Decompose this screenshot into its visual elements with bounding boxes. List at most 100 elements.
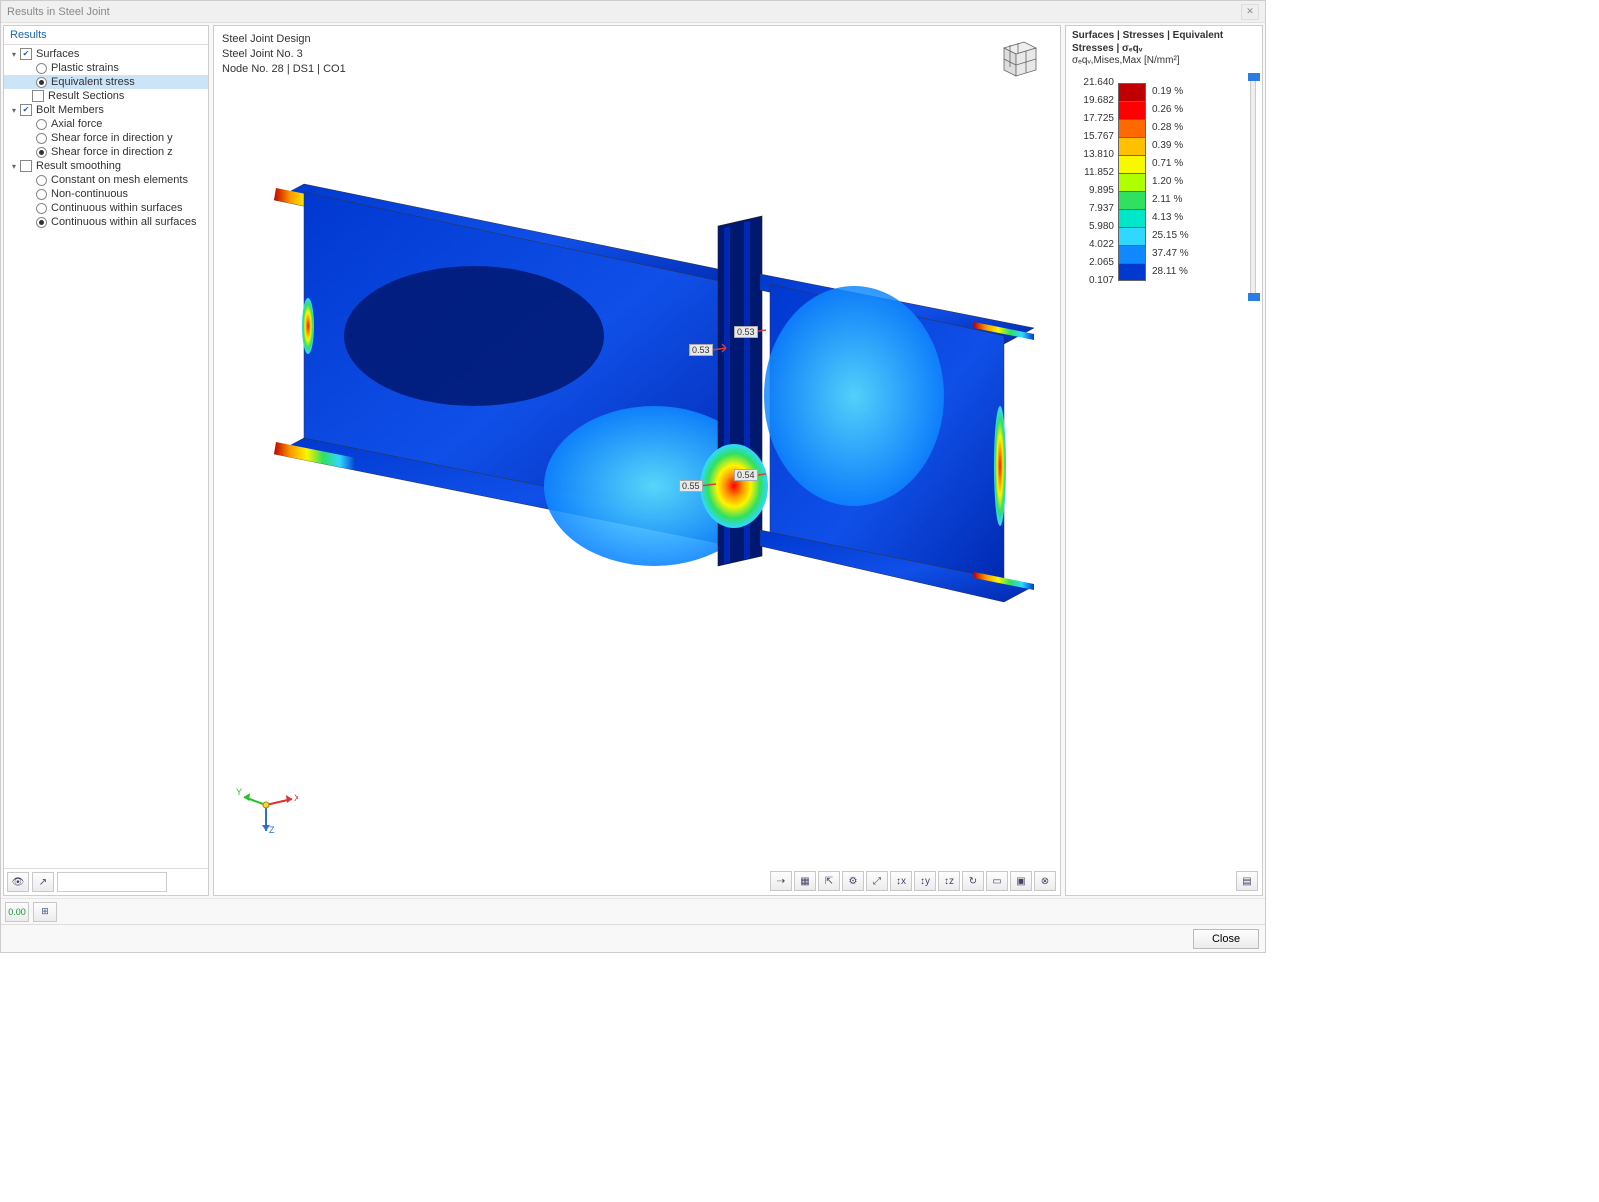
result-annotation: 0.53 bbox=[689, 344, 713, 356]
slider-min-handle[interactable] bbox=[1248, 293, 1260, 301]
window-close-button[interactable]: ✕ bbox=[1241, 4, 1259, 20]
legend-title-line2: σₑqᵥ,Mises,Max [N/mm²] bbox=[1072, 55, 1180, 66]
status-tool-button[interactable]: ⊞ bbox=[33, 902, 57, 922]
legend-value: 19.682 bbox=[1072, 92, 1114, 110]
legend-color-swatch bbox=[1118, 173, 1146, 191]
tree-item-2[interactable]: Equivalent stress bbox=[4, 75, 208, 89]
slider-max-handle[interactable] bbox=[1248, 73, 1260, 81]
axis-triad: X Y Z bbox=[234, 773, 298, 837]
tree-item-10[interactable]: Non-continuous bbox=[4, 187, 208, 201]
legend-percents: 0.19 %0.26 %0.28 %0.39 %0.71 %1.20 %2.11… bbox=[1146, 74, 1189, 290]
viewport-tool-6[interactable]: ↕y bbox=[914, 871, 936, 891]
result-annotation: 0.53 bbox=[734, 326, 758, 338]
viewport-3d[interactable]: Steel Joint Design Steel Joint No. 3 Nod… bbox=[213, 25, 1061, 896]
viewport-tool-0[interactable]: ⇢ bbox=[770, 871, 792, 891]
titlebar: Results in Steel Joint ✕ bbox=[1, 1, 1265, 23]
legend-title-line1: Surfaces | Stresses | Equivalent Stresse… bbox=[1072, 30, 1223, 54]
legend-percent: 37.47 % bbox=[1152, 245, 1189, 263]
viewport-toolbar-right: ⇢▦⇱⚙⤢↕x↕y↕z↻▭▣⊗ bbox=[770, 871, 1056, 891]
legend-value: 5.980 bbox=[1072, 218, 1114, 236]
content-area: Results ▾SurfacesPlastic strainsEquivale… bbox=[1, 23, 1265, 898]
status-value-button[interactable]: 0.00 bbox=[5, 902, 29, 922]
legend-color-swatch bbox=[1118, 227, 1146, 245]
window-title: Results in Steel Joint bbox=[7, 6, 110, 18]
legend-color-swatch bbox=[1118, 191, 1146, 209]
tree-item-7[interactable]: Shear force in direction z bbox=[4, 145, 208, 159]
viewport-tool-5[interactable]: ↕x bbox=[890, 871, 912, 891]
legend-color-swatch bbox=[1118, 155, 1146, 173]
legend-value: 21.640 bbox=[1072, 74, 1114, 92]
dialog-footer: Close bbox=[1, 924, 1265, 952]
legend-percent: 28.11 % bbox=[1152, 263, 1189, 281]
legend-value: 4.022 bbox=[1072, 236, 1114, 254]
viewport-tool-8[interactable]: ↻ bbox=[962, 871, 984, 891]
legend-range-slider[interactable] bbox=[1250, 76, 1256, 298]
legend-value: 0.107 bbox=[1072, 272, 1114, 290]
viewport-tool-2[interactable]: ⇱ bbox=[818, 871, 840, 891]
legend-value: 15.767 bbox=[1072, 128, 1114, 146]
legend-colorbars bbox=[1118, 74, 1146, 290]
probe-button[interactable]: ↗ bbox=[32, 872, 54, 892]
visibility-toggle-button[interactable]: 👁 bbox=[7, 872, 29, 892]
tree-item-5[interactable]: Axial force bbox=[4, 117, 208, 131]
tree-item-12[interactable]: Continuous within all surfaces bbox=[4, 215, 208, 229]
tree-item-4[interactable]: ▾Bolt Members bbox=[4, 103, 208, 117]
legend-color-swatch bbox=[1118, 101, 1146, 119]
viewport-tool-4[interactable]: ⤢ bbox=[866, 871, 888, 891]
legend-value: 13.810 bbox=[1072, 146, 1114, 164]
legend-percent: 0.26 % bbox=[1152, 101, 1189, 119]
legend-percent: 0.39 % bbox=[1152, 137, 1189, 155]
result-annotation: 0.55 bbox=[679, 480, 703, 492]
legend-color-swatch bbox=[1118, 245, 1146, 263]
viewport-tool-7[interactable]: ↕z bbox=[938, 871, 960, 891]
legend-color-swatch bbox=[1118, 209, 1146, 227]
result-annotation: 0.54 bbox=[734, 469, 758, 481]
results-tree: ▾SurfacesPlastic strainsEquivalent stres… bbox=[4, 45, 208, 868]
tree-item-8[interactable]: ▾Result smoothing bbox=[4, 159, 208, 173]
tree-item-3[interactable]: Result Sections bbox=[4, 89, 208, 103]
legend-value: 7.937 bbox=[1072, 200, 1114, 218]
left-text-input[interactable] bbox=[57, 872, 167, 892]
results-tree-panel: Results ▾SurfacesPlastic strainsEquivale… bbox=[3, 25, 209, 896]
legend-body: 21.64019.68217.72515.76713.81011.8529.89… bbox=[1072, 74, 1256, 290]
legend-percent: 0.28 % bbox=[1152, 119, 1189, 137]
legend-color-swatch bbox=[1118, 83, 1146, 101]
viewport-tool-11[interactable]: ⊗ bbox=[1034, 871, 1056, 891]
legend-percent: 0.19 % bbox=[1152, 83, 1189, 101]
legend-color-swatch bbox=[1118, 263, 1146, 281]
left-bottom-toolbar: 👁 ↗ bbox=[4, 868, 208, 895]
legend-value: 9.895 bbox=[1072, 182, 1114, 200]
svg-text:X: X bbox=[294, 793, 298, 803]
legend-percent: 25.15 % bbox=[1152, 227, 1189, 245]
viewport-tool-1[interactable]: ▦ bbox=[794, 871, 816, 891]
svg-text:Y: Y bbox=[236, 787, 242, 797]
dialog-window: Results in Steel Joint ✕ Results ▾Surfac… bbox=[0, 0, 1266, 953]
tree-item-0[interactable]: ▾Surfaces bbox=[4, 47, 208, 61]
viewport-tool-3[interactable]: ⚙ bbox=[842, 871, 864, 891]
tree-item-1[interactable]: Plastic strains bbox=[4, 61, 208, 75]
center-panel: Steel Joint Design Steel Joint No. 3 Nod… bbox=[213, 25, 1061, 896]
results-panel-title: Results bbox=[4, 26, 208, 45]
legend-color-swatch bbox=[1118, 119, 1146, 137]
close-button[interactable]: Close bbox=[1193, 929, 1259, 949]
legend-percent: 4.13 % bbox=[1152, 209, 1189, 227]
legend-color-swatch bbox=[1118, 137, 1146, 155]
tree-item-9[interactable]: Constant on mesh elements bbox=[4, 173, 208, 187]
fea-model-render bbox=[214, 26, 1054, 746]
legend-value: 17.725 bbox=[1072, 110, 1114, 128]
svg-text:Z: Z bbox=[269, 825, 275, 835]
legend-title: Surfaces | Stresses | Equivalent Stresse… bbox=[1072, 30, 1256, 68]
status-toolbar: 0.00 ⊞ bbox=[1, 898, 1265, 924]
viewport-tool-9[interactable]: ▭ bbox=[986, 871, 1008, 891]
legend-settings-button[interactable]: ▤ bbox=[1236, 871, 1258, 891]
legend-value: 2.065 bbox=[1072, 254, 1114, 272]
legend-percent: 2.11 % bbox=[1152, 191, 1189, 209]
tree-item-11[interactable]: Continuous within surfaces bbox=[4, 201, 208, 215]
tree-item-6[interactable]: Shear force in direction y bbox=[4, 131, 208, 145]
viewport-tool-10[interactable]: ▣ bbox=[1010, 871, 1032, 891]
legend-values: 21.64019.68217.72515.76713.81011.8529.89… bbox=[1072, 74, 1118, 290]
legend-percent: 1.20 % bbox=[1152, 173, 1189, 191]
legend-value: 11.852 bbox=[1072, 164, 1114, 182]
legend-percent: 0.71 % bbox=[1152, 155, 1189, 173]
legend-panel: Surfaces | Stresses | Equivalent Stresse… bbox=[1065, 25, 1263, 896]
